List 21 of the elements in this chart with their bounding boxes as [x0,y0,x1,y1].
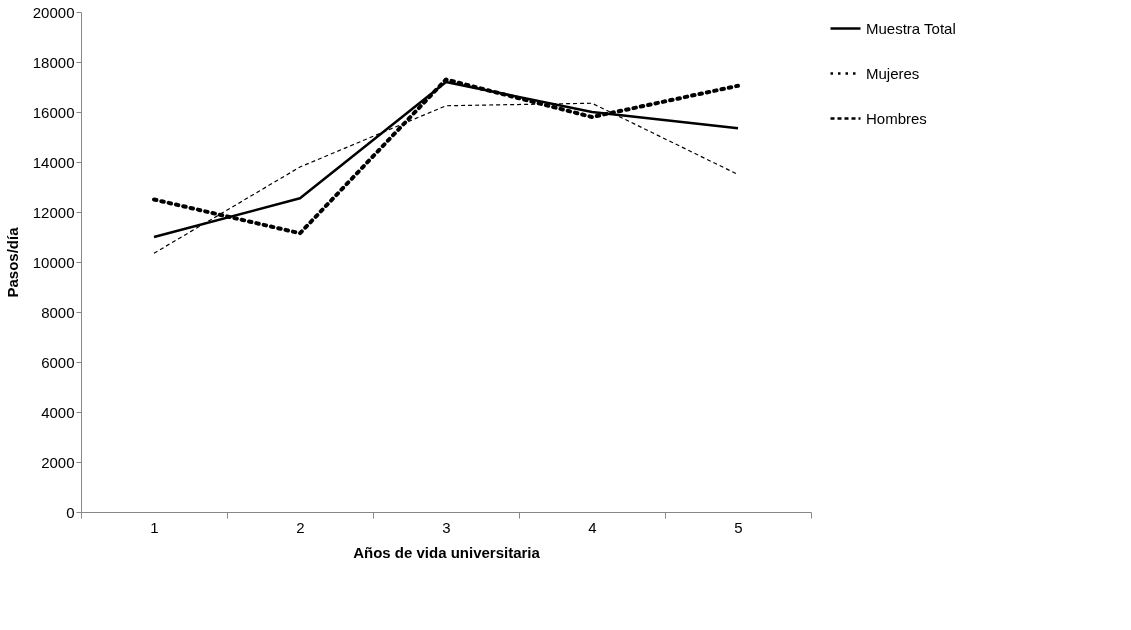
y-tick-label: 0 [66,503,75,521]
y-tick-label: 2000 [41,453,75,471]
y-axis-title: Pasos/día [3,226,21,298]
y-tick-label: 14000 [32,153,75,171]
y-tick-label: 8000 [41,303,75,321]
y-tick-label: 12000 [32,203,75,221]
x-tick-label: 2 [296,518,305,536]
y-tick-label: 4000 [41,403,75,421]
y-tick-label: 18000 [32,53,75,71]
y-tick-label: 10000 [32,253,75,271]
y-tick-label: 16000 [32,103,75,121]
y-tick-label: 20000 [32,3,75,21]
legend-label: Mujeres [866,64,920,82]
x-tick-label: 5 [734,518,743,536]
x-tick-label: 1 [150,518,159,536]
x-axis-title: Años de vida universitaria [353,543,541,561]
legend-label: Muestra Total [866,19,956,37]
x-tick-label: 4 [588,518,597,536]
x-tick-label: 3 [442,518,451,536]
y-tick-label: 6000 [41,353,75,371]
legend-label: Hombres [866,109,927,127]
